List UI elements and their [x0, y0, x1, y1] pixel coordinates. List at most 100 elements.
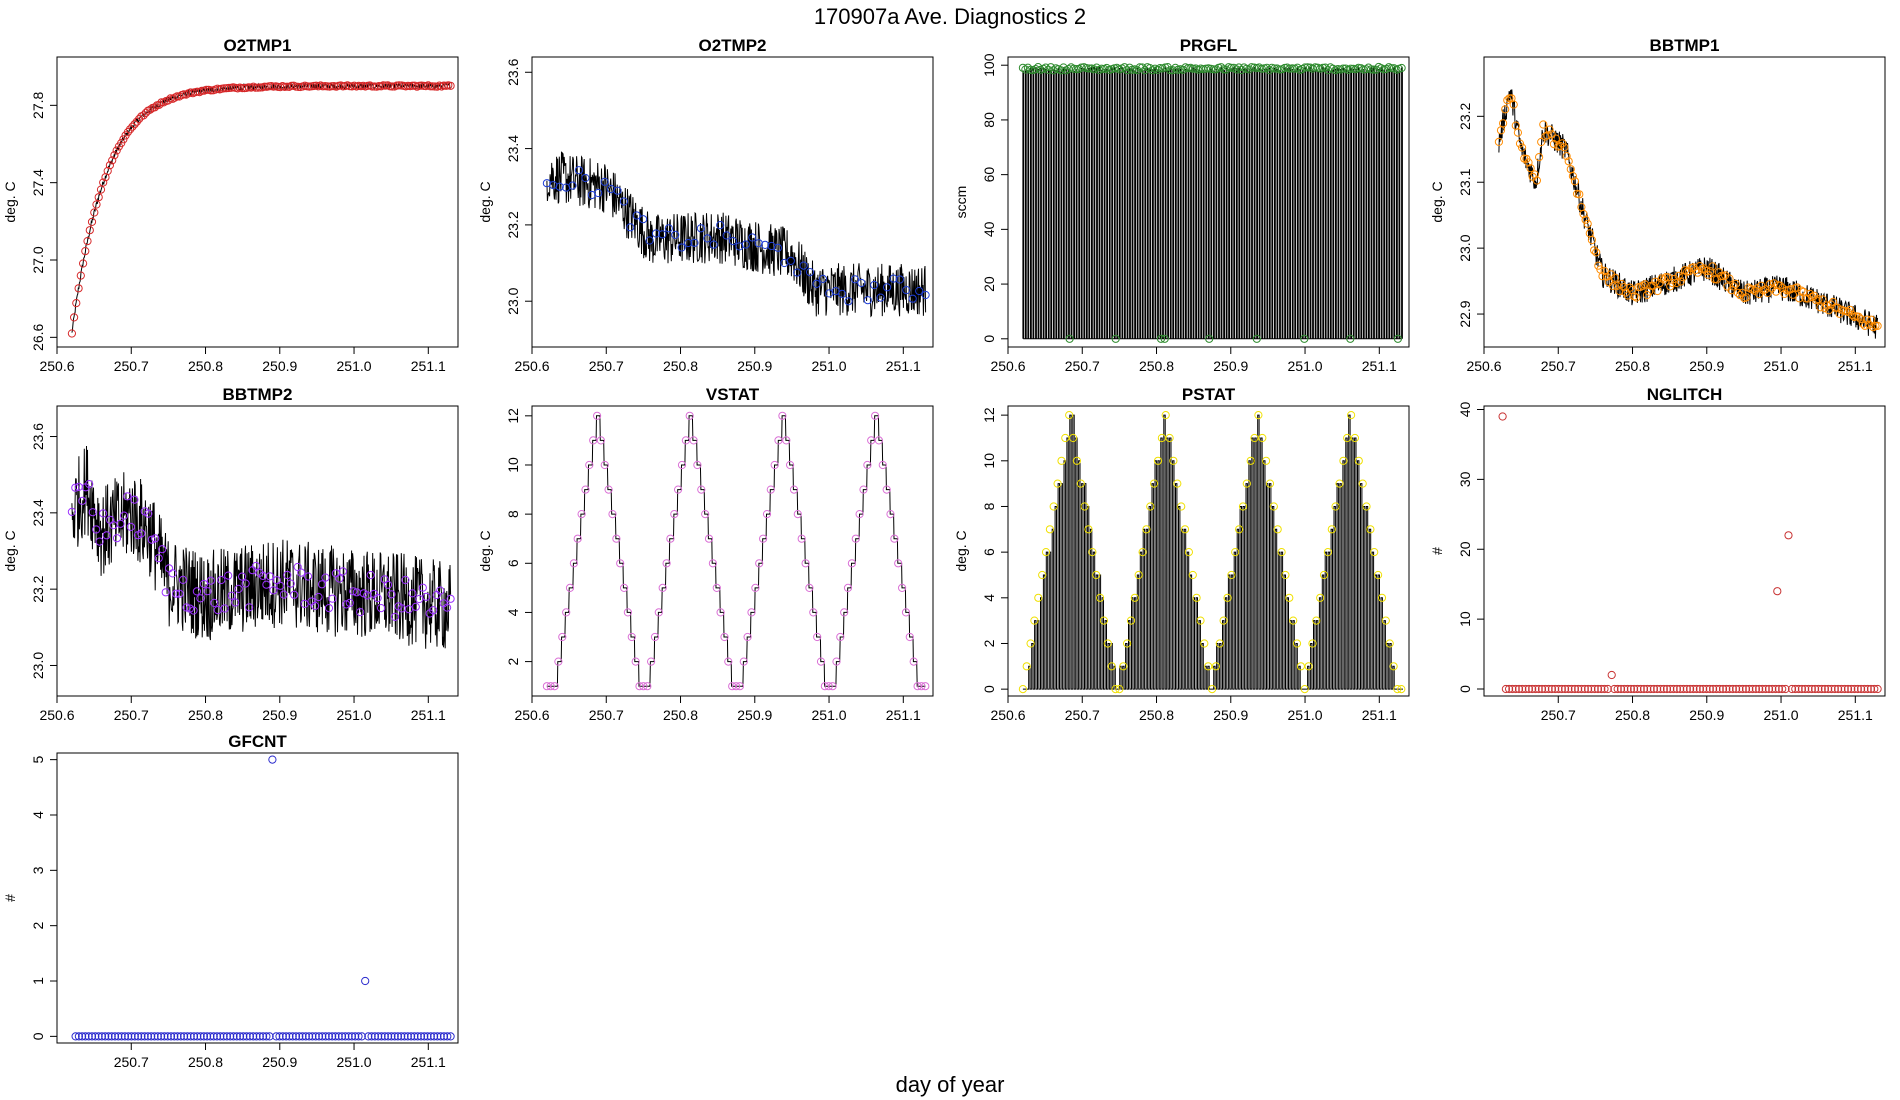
data-point	[146, 105, 155, 114]
data-point	[1125, 63, 1134, 72]
data-point	[735, 682, 745, 691]
data-point	[1343, 433, 1352, 443]
data-point	[1300, 334, 1309, 343]
y-tick-label: 23.0	[505, 287, 521, 314]
data-point	[1072, 456, 1082, 465]
data-point	[1561, 684, 1570, 694]
y-tick-label: 10	[981, 453, 997, 469]
data-point	[272, 1032, 281, 1041]
data-point	[144, 509, 153, 518]
data-point	[1171, 63, 1180, 73]
data-point	[562, 608, 571, 617]
data-point	[1814, 684, 1823, 694]
data-point	[268, 755, 277, 764]
data-point	[1238, 502, 1248, 511]
data-point	[1335, 479, 1344, 488]
data-point	[1288, 64, 1297, 73]
y-tick-label: 6	[981, 548, 997, 556]
data-point	[387, 1032, 396, 1041]
data-point	[1097, 64, 1106, 73]
data-point	[110, 1032, 120, 1041]
data-point	[282, 1032, 291, 1041]
data-point	[291, 1032, 301, 1041]
data-point	[1679, 684, 1688, 694]
series-line	[1022, 66, 1403, 340]
data-point	[577, 509, 586, 519]
data-point	[1840, 684, 1849, 694]
data-point	[1096, 593, 1105, 602]
data-point	[1554, 684, 1563, 694]
data-point	[408, 589, 417, 598]
x-tick-label: 250.9	[262, 1054, 297, 1070]
data-point	[921, 290, 930, 300]
data-point	[1672, 684, 1682, 694]
data-point	[1208, 685, 1217, 694]
plot-o2tmp2: O2TMP2 deg. C 250.6 250.7 250.8 250.9 251.0 251…	[477, 36, 934, 374]
plot-pstat: PSTAT deg. C 250.6 250.7 250.8 250.9 251.0 251.…	[953, 385, 1410, 723]
data-point	[418, 583, 427, 592]
data-point	[555, 182, 564, 191]
data-point	[1873, 321, 1882, 330]
x-tick-label: 250.8	[1139, 358, 1174, 374]
data-point	[1873, 684, 1882, 694]
data-point	[1597, 684, 1606, 694]
data-point	[1645, 287, 1654, 296]
data-point	[689, 436, 698, 445]
data-point	[298, 1032, 307, 1041]
data-point	[902, 286, 911, 295]
data-point	[314, 1032, 324, 1041]
data-point	[370, 1032, 379, 1041]
plot-title: NGLITCH	[1647, 385, 1723, 404]
data-point	[1323, 548, 1333, 557]
data-point	[206, 1032, 215, 1041]
data-point	[1613, 684, 1622, 694]
data-point	[81, 247, 90, 256]
data-point	[1535, 153, 1544, 162]
x-tick-label: 250.8	[663, 358, 698, 374]
data-point	[585, 460, 594, 470]
data-point	[242, 1032, 251, 1041]
data-point	[170, 1032, 179, 1041]
data-point	[411, 602, 420, 611]
x-tick-label: 250.9	[737, 707, 772, 723]
data-point	[1830, 684, 1839, 694]
data-point	[234, 584, 243, 594]
data-point	[1049, 502, 1058, 511]
data-point	[1235, 525, 1244, 534]
data-point	[1366, 525, 1375, 534]
data-point	[550, 682, 559, 691]
data-point	[1570, 177, 1580, 186]
data-point	[241, 579, 250, 588]
data-point	[420, 1032, 429, 1041]
data-point	[645, 236, 654, 245]
x-tick-label: 250.9	[1213, 707, 1248, 723]
plot-frame	[1007, 56, 1410, 348]
y-axis-label: deg. C	[2, 530, 18, 571]
data-point	[415, 594, 424, 604]
data-point	[439, 1032, 449, 1041]
data-point	[1312, 616, 1321, 625]
data-point	[1524, 158, 1533, 167]
data-point	[1744, 283, 1753, 292]
data-point	[384, 1032, 393, 1041]
data-point	[1643, 684, 1652, 694]
data-point	[1285, 64, 1294, 73]
x-tick-label: 250.8	[663, 707, 698, 723]
y-tick-label: 23.6	[505, 58, 521, 85]
data-point	[1676, 684, 1685, 694]
data-point	[123, 492, 132, 501]
data-point	[199, 579, 208, 589]
x-tick-label: 251.1	[1838, 358, 1873, 374]
data-point	[403, 1032, 412, 1041]
y-tick-label: 3	[30, 866, 46, 874]
data-point	[285, 1032, 294, 1041]
data-point	[1211, 662, 1221, 671]
data-point	[793, 509, 802, 519]
y-axis-label: #	[2, 894, 18, 902]
data-point	[651, 229, 661, 238]
data-point	[1733, 288, 1743, 297]
y-tick-label: 8	[505, 510, 521, 518]
data-point	[227, 591, 236, 600]
data-point	[1321, 63, 1330, 72]
x-tick-label: 250.8	[188, 358, 223, 374]
